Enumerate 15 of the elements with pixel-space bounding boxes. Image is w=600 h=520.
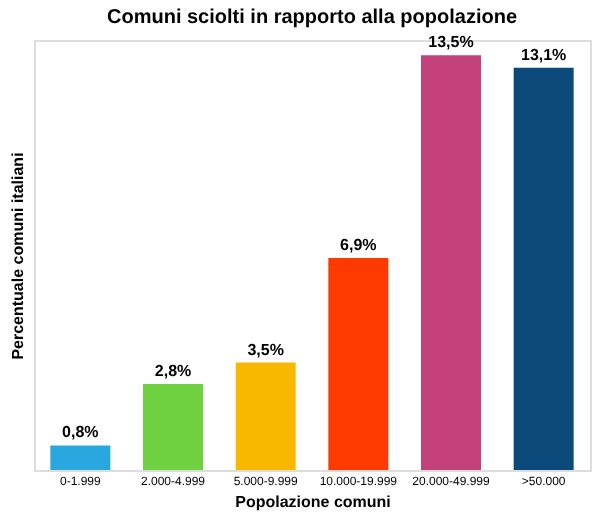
bar (235, 362, 296, 470)
bar (421, 55, 481, 470)
data-label: 2,8% (154, 362, 192, 380)
data-label: 6,9% (340, 236, 377, 255)
bar (143, 384, 203, 470)
data-label: 0,8% (62, 423, 99, 442)
data-label: 13,5% (428, 33, 474, 52)
y-axis-title: Percentuale comuni italiani (9, 152, 27, 360)
bar (328, 258, 389, 470)
data-label: 3,5% (247, 340, 284, 359)
x-axis-title: Popolazione comuni (235, 493, 391, 511)
chart-title: Comuni sciolti in rapporto alla popolazione (106, 7, 518, 30)
data-label: 13,1% (520, 45, 567, 64)
bar (513, 67, 574, 470)
bar (50, 445, 111, 470)
